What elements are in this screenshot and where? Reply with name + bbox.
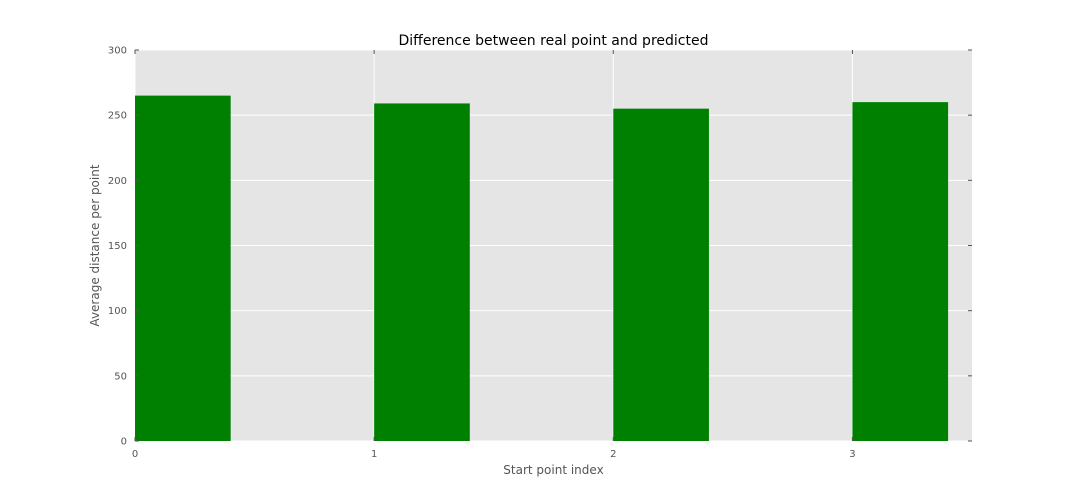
bar bbox=[374, 103, 470, 441]
x-tick-label: 3 bbox=[849, 449, 855, 460]
bar bbox=[852, 102, 949, 441]
tick-marks bbox=[134, 49, 972, 442]
y-tick-label: 0 bbox=[121, 437, 127, 448]
y-tick-label: 150 bbox=[108, 241, 127, 252]
y-tick-label: 200 bbox=[108, 176, 127, 187]
x-axis-label: Start point index bbox=[503, 463, 603, 477]
x-tick-labels: 0 1 2 3 bbox=[132, 449, 856, 460]
y-tick-label: 50 bbox=[114, 371, 127, 382]
y-tick-labels: 0 50 100 150 200 250 300 bbox=[108, 46, 127, 448]
y-tick-label: 250 bbox=[108, 111, 127, 122]
bars bbox=[135, 95, 949, 442]
y-tick-label: 300 bbox=[108, 46, 127, 57]
bar bbox=[135, 95, 231, 441]
x-tick-label: 1 bbox=[371, 449, 377, 460]
y-axis-label: Average distance per point bbox=[88, 164, 102, 326]
y-tick-label: 100 bbox=[108, 306, 127, 317]
chart-title: Difference between real point and predic… bbox=[399, 33, 709, 49]
x-tick-label: 2 bbox=[610, 449, 616, 460]
bar bbox=[613, 108, 709, 442]
x-tick-label: 0 bbox=[132, 449, 138, 460]
